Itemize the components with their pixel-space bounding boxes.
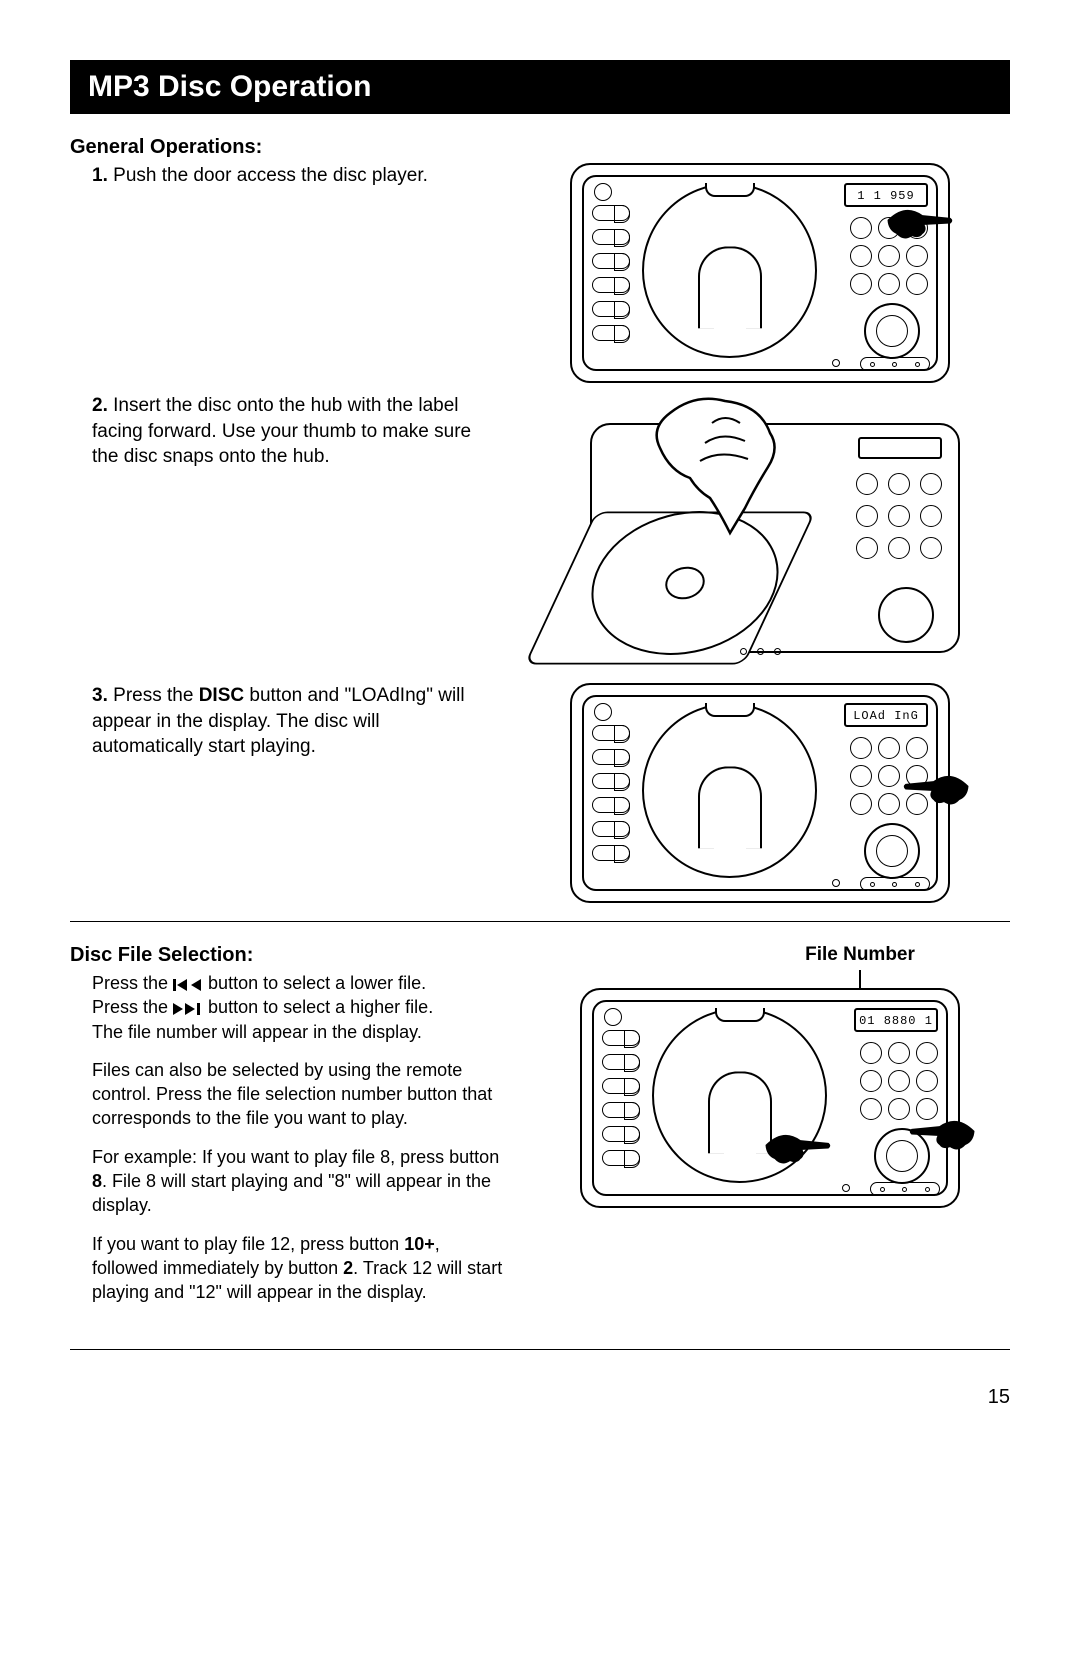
discfile-line-prev: Press the button to select a lower file.… (92, 971, 510, 1044)
step-1: 1. Push the door access the disc player. (92, 163, 490, 189)
step-3: 3. Press the DISC button and "LOAdIng" w… (92, 683, 490, 760)
figure-4-display: 01 8880 1 (854, 1008, 938, 1032)
step-2-num: 2. (92, 395, 108, 416)
general-heading: General Operations: (70, 136, 1010, 159)
figure-3-device: LOAd InG (570, 683, 950, 903)
skip-back-icon (173, 973, 203, 993)
pointing-hand-icon (884, 195, 954, 245)
figure-4-device: 01 8880 1 (580, 988, 960, 1208)
page-number: 15 (70, 1386, 1010, 1409)
footer-divider (70, 1349, 1010, 1350)
callout-line (859, 970, 861, 988)
general-operations-section: General Operations: 1. Push the door acc… (70, 136, 1010, 903)
page-title: MP3 Disc Operation (88, 70, 371, 103)
hand-inserting-disc-icon (650, 393, 800, 553)
step-2-text: Insert the disc onto the hub with the la… (92, 395, 471, 467)
step-3-pre: Press the (113, 685, 199, 706)
disc-file-selection-section: Disc File Selection: Press the button to… (70, 944, 1010, 1319)
figure-2-device (560, 393, 960, 673)
step-1-row: 1. Push the door access the disc player.… (70, 163, 1010, 383)
discfile-example1: For example: If you want to play file 8,… (92, 1145, 510, 1218)
step-1-text: Push the door access the disc player. (113, 165, 428, 186)
pointing-hand-left-icon (762, 1120, 832, 1170)
discfile-remote-para: Files can also be selected by using the … (92, 1058, 510, 1131)
page-title-bar: MP3 Disc Operation (70, 60, 1010, 114)
step-1-num: 1. (92, 165, 108, 186)
pointing-hand-right-icon (908, 1106, 978, 1156)
step-2: 2. Insert the disc onto the hub with the… (92, 393, 490, 470)
discfile-heading: Disc File Selection: (70, 944, 510, 967)
figure-3-display: LOAd InG (844, 703, 928, 727)
step-2-row: 2. Insert the disc onto the hub with the… (70, 393, 1010, 673)
figure-1-device: 1 1 959 (570, 163, 950, 383)
skip-forward-icon (173, 997, 203, 1017)
step-3-row: 3. Press the DISC button and "LOAdIng" w… (70, 683, 1010, 903)
file-number-label: File Number (805, 944, 915, 966)
step-3-num: 3. (92, 685, 108, 706)
step-3-bold: DISC (199, 685, 244, 706)
discfile-example2: If you want to play file 12, press butto… (92, 1232, 510, 1305)
section-divider (70, 921, 1010, 922)
pointing-hand-icon (902, 761, 972, 811)
